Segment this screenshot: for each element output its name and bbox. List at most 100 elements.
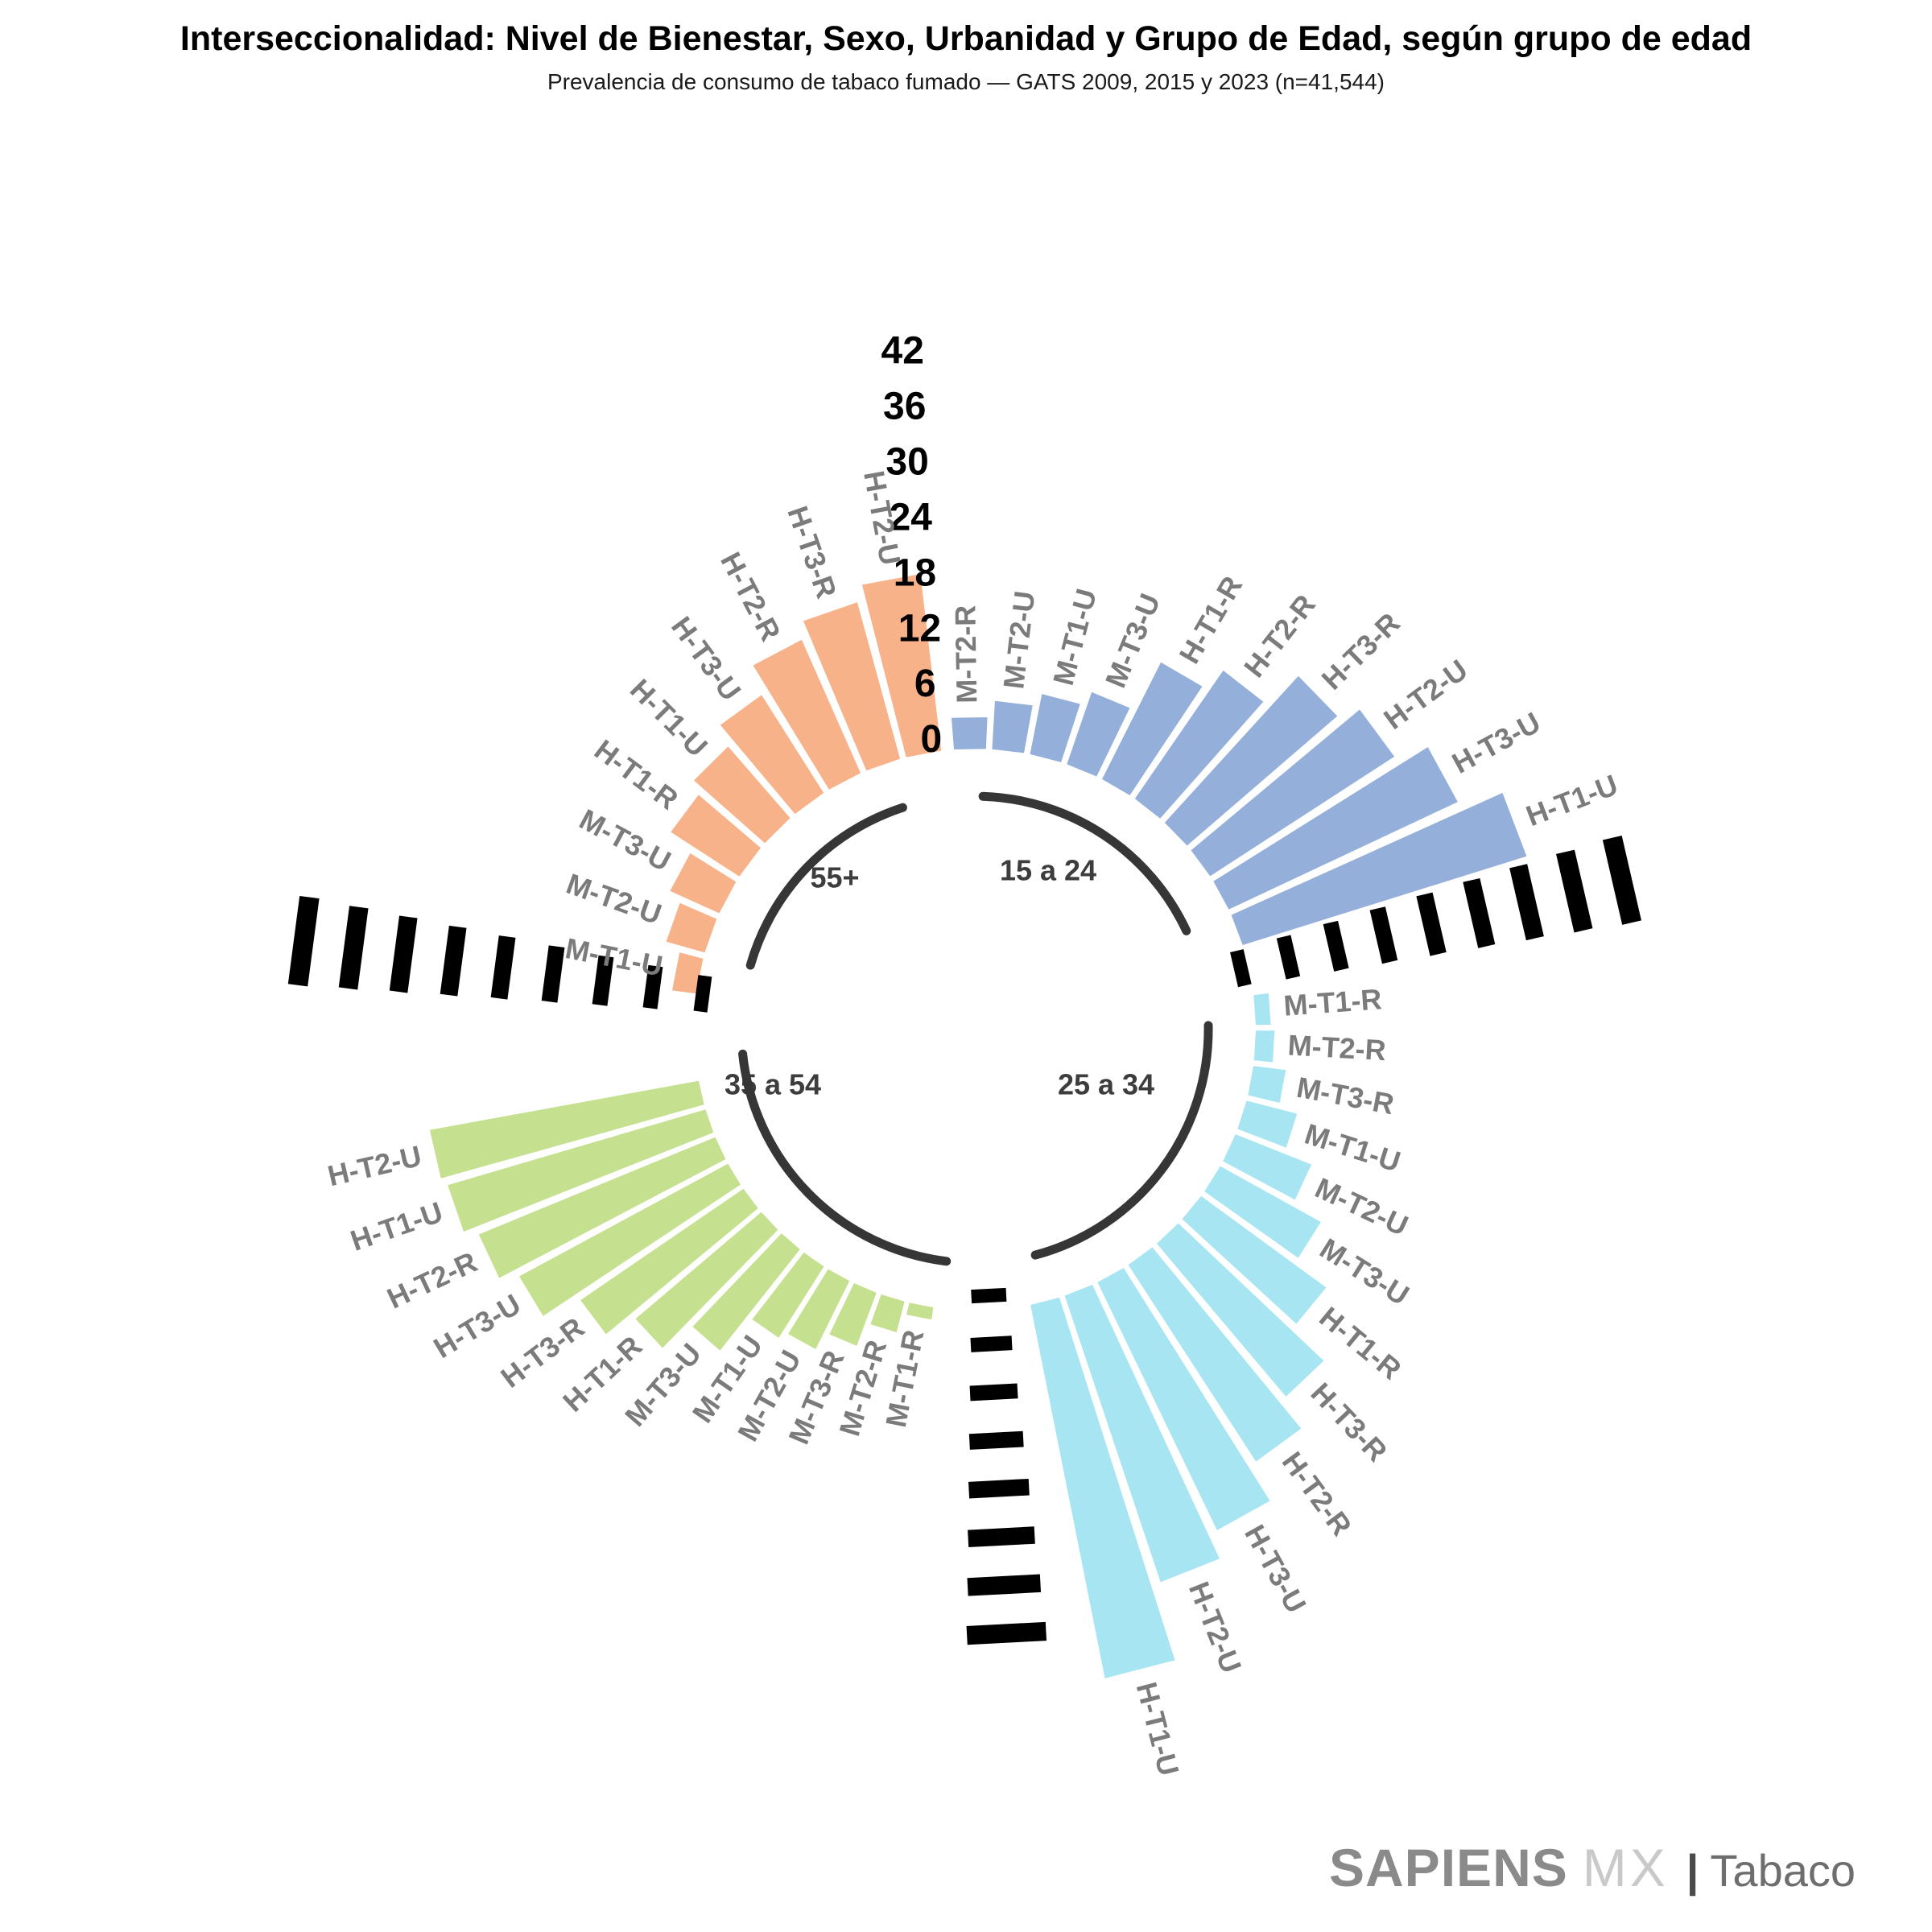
- bar-35a54-M-T3-R: [827, 1281, 879, 1348]
- bar-label-25a34-M-T1-R: M-T1-R: [1282, 982, 1383, 1022]
- separator-tick: [592, 955, 614, 1006]
- bar-15a24-M-T2-R: [949, 715, 989, 752]
- bar-35a54-M-T2-U: [786, 1266, 852, 1352]
- bar-15a24-M-T2-U: [990, 699, 1035, 755]
- chart-title: Interseccionalidad: Nivel de Bienestar, …: [180, 19, 1752, 58]
- separator-tick: [971, 1287, 1007, 1304]
- bar-label-15a24-H-T2-R: H-T2-R: [1237, 588, 1322, 683]
- bar-35a54-M-T3-U: [690, 1231, 803, 1353]
- logo-brand: SAPIENS: [1329, 1838, 1568, 1897]
- bar-label-25a34-M-T1-U: M-T1-U: [1301, 1117, 1405, 1179]
- bar-label-55+-M-T1-U: M-T1-U: [563, 931, 666, 983]
- bar-label-55+-H-T3-U: H-T3-U: [665, 610, 748, 706]
- bar-label-15a24-H-T1-R: H-T1-R: [1173, 571, 1249, 670]
- bar-35a54-H-T3-R: [578, 1187, 761, 1337]
- bar-55+-H-T3-U: [717, 692, 826, 816]
- radial-axis-tick-12: 12: [898, 607, 941, 650]
- separator-tick: [1602, 836, 1641, 925]
- bar-35a54-H-T1-U: [445, 1107, 716, 1234]
- bar-55+-M-T2-U: [664, 901, 719, 955]
- bar-15a24-M-T1-U: [1028, 691, 1083, 765]
- bar-55+-M-T3-U: [667, 851, 738, 915]
- bar-15a24-M-T3-U: [1064, 690, 1133, 779]
- radial-axis-tick-42: 42: [881, 329, 924, 372]
- bar-25a34-M-T3-U: [1202, 1164, 1323, 1261]
- bar-55+-H-T1-U: [691, 744, 793, 846]
- bar-label-35a54-H-T2-R: H-T2-R: [382, 1245, 482, 1315]
- bar-25a34-H-T3-R: [1154, 1220, 1327, 1399]
- group-ring-arc-15a24: [978, 791, 1191, 935]
- bar-35a54-H-T1-R: [633, 1209, 781, 1351]
- bar-55+-H-T3-R: [801, 600, 902, 773]
- bar-35a54-H-T2-R: [477, 1135, 729, 1281]
- bar-25a34-H-T1-R: [1179, 1194, 1329, 1327]
- bar-55+-H-T1-R: [668, 792, 763, 879]
- separator-tick: [287, 895, 320, 987]
- bar-label-25a34-H-T2-R: H-T2-R: [1276, 1446, 1359, 1542]
- bar-15a24-H-T3-R: [1162, 673, 1340, 848]
- bar-35a54-H-T2-U: [427, 1079, 707, 1181]
- bar-25a34-H-T2-R: [1125, 1245, 1304, 1464]
- separator-tick: [968, 1430, 1024, 1450]
- bar-25a34-M-T1-R: [1252, 991, 1273, 1027]
- bar-label-25a34-H-T1-U: H-T1-U: [1130, 1678, 1186, 1778]
- group-ring-arc-55+: [745, 803, 907, 970]
- bar-25a34-H-T1-U: [1028, 1295, 1178, 1681]
- separator-tick: [968, 1526, 1035, 1548]
- bar-25a34-M-T1-U: [1235, 1098, 1299, 1150]
- bar-label-25a34-H-T3-R: H-T3-R: [1305, 1377, 1394, 1468]
- bar-25a34-H-T2-U: [1063, 1282, 1222, 1585]
- bar-label-55+-M-T2-U: M-T2-U: [562, 867, 666, 931]
- separator-tick: [970, 1335, 1013, 1352]
- bar-15a24-H-T2-R: [1133, 667, 1266, 821]
- bar-label-35a54-M-T1-R: M-T1-R: [879, 1327, 931, 1430]
- separator-tick: [1416, 892, 1447, 956]
- separator-tick: [440, 925, 467, 997]
- bar-label-15a24-H-T3-R: H-T3-R: [1315, 606, 1406, 696]
- separator-tick: [966, 1621, 1047, 1645]
- bar-label-55+-H-T2-R: H-T2-R: [714, 547, 787, 646]
- separator-tick: [1556, 849, 1593, 933]
- separator-tick: [967, 1574, 1042, 1596]
- bar-label-35a54-H-T2-U: H-T2-U: [324, 1139, 424, 1192]
- bar-label-25a34-M-T2-R: M-T2-R: [1287, 1028, 1387, 1067]
- radial-axis-tick-24: 24: [890, 497, 933, 539]
- bar-label-25a34-H-T3-U: H-T3-U: [1238, 1519, 1313, 1618]
- radial-axis-tick-18: 18: [894, 552, 936, 595]
- separator-tick: [1509, 864, 1544, 941]
- group-label-25a34: 25 a 34: [1058, 1068, 1154, 1101]
- logo-product: Tabaco: [1710, 1845, 1856, 1896]
- bar-55+-H-T2-R: [750, 638, 863, 792]
- group-label-55+: 55+: [810, 861, 859, 894]
- separator-tick: [1369, 906, 1398, 964]
- bar-label-25a34-H-T2-U: H-T2-U: [1183, 1577, 1249, 1678]
- separator-tick: [642, 964, 663, 1009]
- group-ring-arc-35a54: [738, 1049, 952, 1266]
- separator-tick: [968, 1478, 1030, 1499]
- bar-label-35a54-H-T1-U: H-T1-U: [346, 1195, 447, 1257]
- chart-subtitle: Prevalencia de consumo de tabaco fumado …: [547, 69, 1385, 94]
- bar-label-25a34-M-T3-U: M-T3-U: [1315, 1232, 1415, 1312]
- bar-25a34-H-T3-U: [1095, 1265, 1273, 1533]
- logo-brand-mx: MX: [1582, 1838, 1669, 1897]
- separator-tick: [490, 935, 516, 1000]
- bar-label-25a34-H-T1-R: H-T1-R: [1313, 1300, 1407, 1386]
- radial-axis-tick-36: 36: [883, 386, 926, 428]
- bar-label-15a24-M-T2-R: M-T2-R: [948, 605, 983, 704]
- bar-label-15a24-M-T1-U: M-T1-U: [1046, 585, 1103, 688]
- bar-15a24-H-T2-U: [1188, 707, 1397, 879]
- bar-35a54-M-T1-R: [904, 1301, 935, 1322]
- bar-25a34-M-T2-R: [1252, 1029, 1277, 1064]
- bar-55+-H-T2-U: [860, 572, 943, 759]
- separator-tick: [338, 906, 369, 990]
- bar-15a24-H-T1-U: [1229, 791, 1530, 947]
- bar-15a24-H-T3-U: [1211, 745, 1460, 912]
- bar-label-15a24-H-T2-U: H-T2-U: [1377, 653, 1473, 736]
- bar-label-15a24-H-T3-U: H-T3-U: [1447, 705, 1546, 779]
- bar-25a34-M-T3-R: [1246, 1063, 1288, 1105]
- logo-divider-icon: |: [1686, 1845, 1699, 1896]
- bar-label-55+-H-T1-R: H-T1-R: [588, 733, 684, 815]
- separator-tick: [541, 945, 565, 1003]
